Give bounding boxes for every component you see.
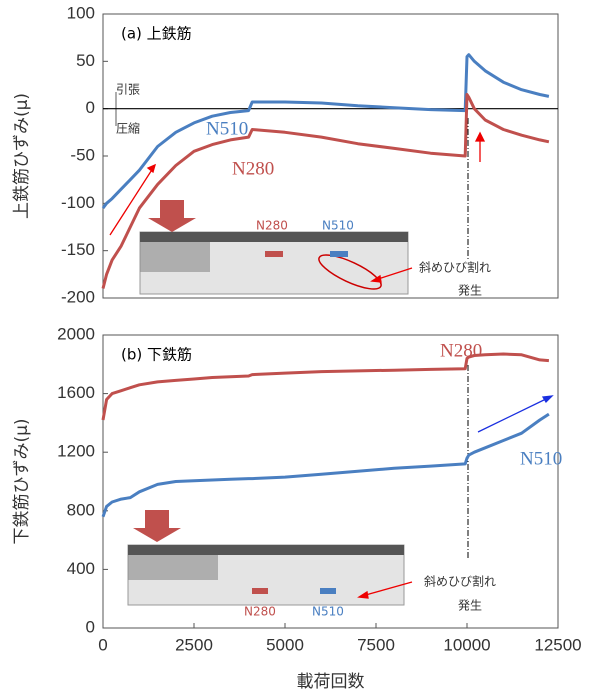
y-tick-label: 100 <box>67 3 95 22</box>
annotation: 引張 <box>116 83 140 97</box>
annotation: N510 <box>312 605 344 619</box>
y-axis-label: 上鉄筋ひずみ(μ) <box>12 93 32 219</box>
x-tick-label: 10000 <box>443 635 490 654</box>
series-label: N510 <box>520 448 562 469</box>
annotation: N280 <box>244 605 276 619</box>
y-tick-label: 800 <box>67 500 95 519</box>
y-axis-label: 下鉄筋ひずみ(μ) <box>12 418 32 544</box>
chart: -200 -150 -100 -50 0 50 100 (a) 上鉄筋上鉄筋ひずみ(μ) N51… <box>0 0 596 696</box>
x-tick-label: 5000 <box>266 635 304 654</box>
y-tick-label: 0 <box>86 98 95 117</box>
inset-photo <box>128 510 404 605</box>
series-label: N510 <box>206 118 248 139</box>
annotation: 圧縮 <box>116 121 140 136</box>
y-tick-label: 1600 <box>57 383 95 402</box>
series-line <box>103 55 549 208</box>
page: {"chart_data": [ {"type": "line", "title… <box>0 0 596 696</box>
annotation: 発生 <box>458 284 482 298</box>
series-label: N280 <box>440 340 482 361</box>
x-tick-label: 2500 <box>175 635 213 654</box>
x-tick-label: 7500 <box>357 635 395 654</box>
y-tick-label: 1200 <box>57 442 95 461</box>
y-tick-label: -50 <box>70 145 95 164</box>
y-tick-label: 400 <box>67 559 95 578</box>
x-tick-label: 0 <box>98 635 107 654</box>
inset-photo <box>140 200 408 295</box>
annotation: N280 <box>256 219 288 233</box>
y-tick-label: 50 <box>76 51 95 70</box>
series-line <box>103 354 549 420</box>
panel-title: (b) 下鉄筋 <box>121 346 192 364</box>
annotation: 発生 <box>458 599 482 613</box>
x-tick-label: 12500 <box>534 635 581 654</box>
series-label: N280 <box>232 158 274 179</box>
y-tick-label: 2000 <box>57 324 95 343</box>
x-axis-label: 載荷回数 <box>297 672 365 692</box>
y-tick-label: -200 <box>61 287 95 306</box>
y-tick-label: 0 <box>86 617 95 636</box>
y-tick-label: -150 <box>61 240 95 259</box>
panel-title: (a) 上鉄筋 <box>121 25 192 43</box>
y-tick-label: -100 <box>61 193 95 212</box>
annotation: N510 <box>322 219 354 233</box>
annotation: 斜めひび割れ <box>419 260 491 275</box>
annotation: 斜めひび割れ <box>424 574 496 589</box>
